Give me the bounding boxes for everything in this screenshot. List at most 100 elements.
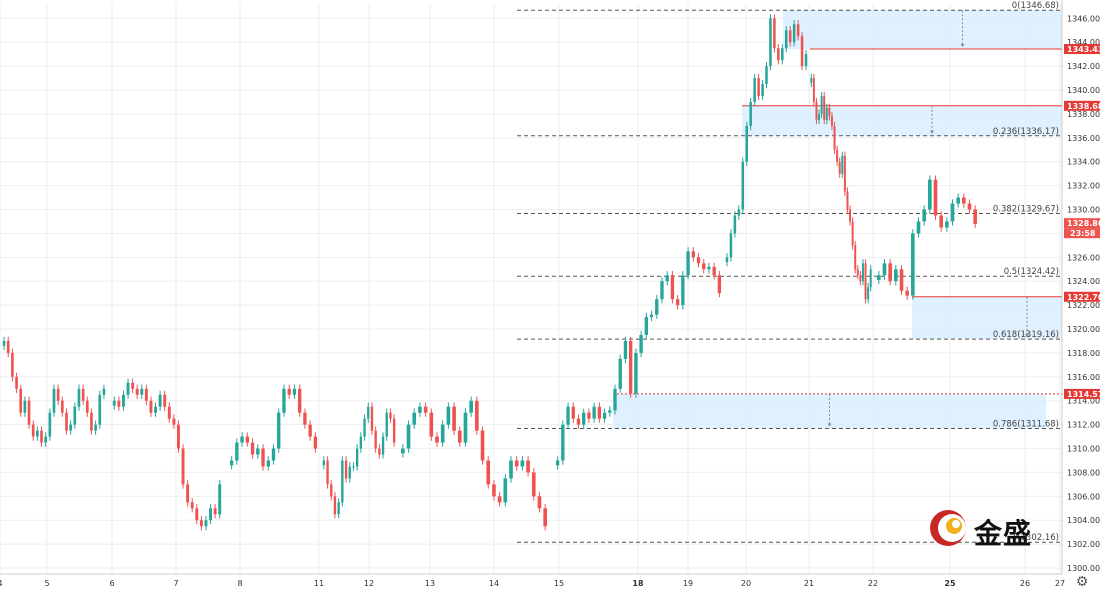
candle-body bbox=[869, 269, 872, 288]
candle-body bbox=[916, 221, 921, 234]
candle-body bbox=[707, 266, 711, 270]
candle-body bbox=[344, 460, 348, 479]
price-tag-label: 1314.57 bbox=[1067, 390, 1101, 399]
y-tick-label: 1318.00 bbox=[1067, 349, 1100, 358]
candle-body bbox=[864, 263, 867, 300]
zone-arrow-head-icon bbox=[1025, 334, 1029, 338]
y-tick-label: 1322.00 bbox=[1067, 301, 1100, 310]
candle-body bbox=[2, 340, 6, 346]
candle-body bbox=[190, 502, 194, 509]
fib-level-label: 0(1346.68) bbox=[1012, 1, 1059, 11]
candle-body bbox=[576, 418, 581, 425]
candle-body bbox=[48, 412, 52, 437]
candle-body bbox=[623, 340, 628, 359]
candle-body bbox=[854, 245, 857, 270]
candle-body bbox=[602, 412, 607, 419]
candle-body bbox=[571, 406, 575, 419]
candle-body bbox=[812, 78, 815, 102]
settings-gear-icon[interactable]: ⚙ bbox=[1075, 574, 1089, 590]
candle-body bbox=[737, 209, 741, 216]
candle-body bbox=[514, 460, 519, 467]
candle-body bbox=[11, 352, 14, 377]
candle-body bbox=[406, 424, 411, 449]
candle-body bbox=[352, 466, 355, 468]
candle-body bbox=[675, 299, 680, 306]
candle-body bbox=[271, 448, 276, 461]
candle-body bbox=[463, 412, 468, 443]
candle-body bbox=[497, 496, 502, 503]
candle-body bbox=[691, 251, 695, 258]
candle-body bbox=[6, 340, 10, 353]
candle-body bbox=[509, 460, 513, 479]
candle-body bbox=[543, 508, 547, 527]
price-tag bbox=[1064, 388, 1100, 399]
candle-body bbox=[613, 388, 617, 411]
candle-body bbox=[537, 496, 542, 509]
candle-body bbox=[480, 430, 485, 461]
fib-level-label: 0.618(1319.16) bbox=[993, 330, 1059, 340]
candle-body bbox=[341, 460, 344, 503]
candle-body bbox=[828, 107, 831, 117]
candle-body bbox=[843, 155, 846, 192]
target-zone bbox=[783, 10, 1062, 50]
candle-body bbox=[745, 125, 749, 162]
candle-body bbox=[526, 460, 530, 473]
candle-body bbox=[36, 430, 39, 437]
candle-body bbox=[77, 388, 81, 407]
y-tick-label: 1310.00 bbox=[1067, 445, 1100, 454]
candle-body bbox=[757, 78, 760, 97]
candle-body bbox=[23, 400, 27, 413]
price-tag-label: 1328.86 bbox=[1067, 219, 1101, 228]
candle-body bbox=[810, 78, 813, 83]
candle-body bbox=[199, 520, 203, 527]
price-tag-label: 1322.70 bbox=[1067, 293, 1101, 302]
y-tick-label: 1336.00 bbox=[1067, 134, 1100, 143]
candle-body bbox=[911, 233, 915, 296]
candle-body bbox=[73, 406, 77, 425]
candle-body bbox=[218, 484, 222, 515]
candle-body bbox=[962, 197, 966, 204]
candle-body bbox=[686, 251, 690, 276]
candle-body bbox=[423, 406, 428, 413]
y-tick-label: 1326.00 bbox=[1067, 253, 1100, 262]
x-tick-label: 5 bbox=[44, 579, 49, 588]
candle-body bbox=[475, 400, 479, 431]
candle-body bbox=[582, 412, 586, 425]
zone-arrow-head-icon bbox=[827, 423, 832, 427]
brand-logo-text: 金盛 bbox=[974, 517, 1033, 550]
candle-body bbox=[859, 275, 862, 282]
candle-body bbox=[469, 400, 473, 413]
candle-body bbox=[102, 388, 106, 395]
candle-body bbox=[939, 215, 943, 228]
candle-body bbox=[945, 221, 949, 228]
x-tick-label: 11 bbox=[314, 579, 324, 588]
y-tick-label: 1340.00 bbox=[1067, 86, 1100, 95]
candle-body bbox=[773, 18, 776, 49]
candle-body bbox=[378, 448, 381, 455]
x-tick-label: 8 bbox=[237, 579, 242, 588]
candle-body bbox=[531, 472, 536, 497]
candle-body bbox=[922, 209, 926, 222]
candle-body bbox=[608, 410, 612, 413]
x-tick-label: 27 bbox=[1055, 579, 1065, 588]
candle-body bbox=[126, 382, 130, 395]
candle-body bbox=[702, 263, 706, 270]
x-tick-label: 18 bbox=[632, 579, 644, 588]
candle-body bbox=[90, 412, 93, 431]
candle-body bbox=[385, 412, 388, 437]
x-tick-label: 12 bbox=[364, 579, 374, 588]
candle-body bbox=[815, 101, 818, 120]
fib-level-label: 0.382(1329.67) bbox=[993, 204, 1059, 214]
candle-body bbox=[322, 460, 326, 466]
candle-body bbox=[121, 394, 125, 407]
candle-body bbox=[144, 388, 148, 401]
candle-body bbox=[149, 400, 153, 413]
price-tag bbox=[1064, 218, 1100, 229]
x-tick-label: 15 bbox=[554, 579, 564, 588]
x-tick-label: 13 bbox=[425, 579, 435, 588]
candle-body bbox=[429, 412, 434, 437]
candle-body bbox=[19, 388, 23, 413]
y-tick-label: 1304.00 bbox=[1067, 516, 1100, 525]
